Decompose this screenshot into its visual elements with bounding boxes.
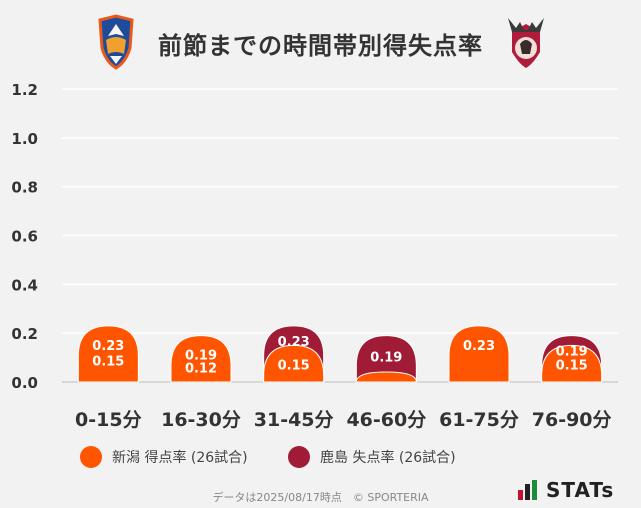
bar-home (263, 344, 325, 383)
data-label-away: 0.15 (92, 354, 124, 369)
kashima-crest-icon (508, 18, 544, 68)
x-tick-label: 31-45分 (254, 409, 334, 431)
y-tick-label: 1.2 (11, 81, 38, 99)
y-tick-label: 0.0 (11, 374, 38, 392)
x-tick-label: 16-30分 (161, 409, 241, 431)
data-label-home: 0.19 (185, 349, 217, 364)
stats-logo-icon (518, 480, 537, 500)
data-label-home: 0.15 (556, 358, 588, 373)
bar-home (541, 344, 603, 383)
bar-home (448, 325, 510, 383)
bar-home (355, 371, 417, 383)
data-label-home: 0.23 (92, 339, 124, 354)
y-tick-label: 0.4 (11, 276, 38, 294)
data-label-away: 0.19 (556, 345, 588, 360)
legend-away-label: 鹿島 失点率 (26試合) (320, 450, 456, 466)
legend-away: 鹿島 失点率 (26試合) (288, 446, 456, 468)
data-label-away: 0.23 (278, 335, 310, 350)
bar-home (170, 335, 232, 383)
niigata-crest-icon (98, 14, 134, 70)
legend-home-swatch (80, 446, 102, 468)
y-tick-label: 0.8 (11, 179, 38, 197)
y-tick-label: 1.0 (11, 130, 38, 148)
data-label-away: 0.12 (185, 362, 217, 377)
stats-brand: STATs (518, 478, 614, 502)
data-label-home: 0.15 (278, 358, 310, 373)
stats-brand-text: STATs (546, 478, 615, 502)
x-tick-label: 61-75分 (439, 409, 519, 431)
footer-credit: データは2025/08/17時点 © SPORTERIA (212, 491, 429, 504)
y-tick-label: 0.2 (11, 325, 38, 343)
x-tick-label: 0-15分 (75, 409, 142, 431)
chart-title: 前節までの時間帯別得失点率 (158, 32, 483, 60)
data-label-away: 0.19 (370, 351, 402, 366)
data-label-home: 0.23 (463, 339, 495, 354)
chart: 0.00.20.40.60.81.01.20.150.230-15分0.120.… (11, 81, 618, 431)
legend-away-swatch (288, 446, 310, 468)
bar-home (77, 325, 139, 383)
x-tick-label: 76-90分 (532, 409, 612, 431)
bar-away (355, 335, 417, 383)
legend-home: 新潟 得点率 (26試合) (80, 446, 248, 468)
x-tick-label: 46-60分 (346, 409, 426, 431)
legend-home-label: 新潟 得点率 (26試合) (112, 450, 248, 466)
y-tick-label: 0.6 (11, 228, 38, 246)
